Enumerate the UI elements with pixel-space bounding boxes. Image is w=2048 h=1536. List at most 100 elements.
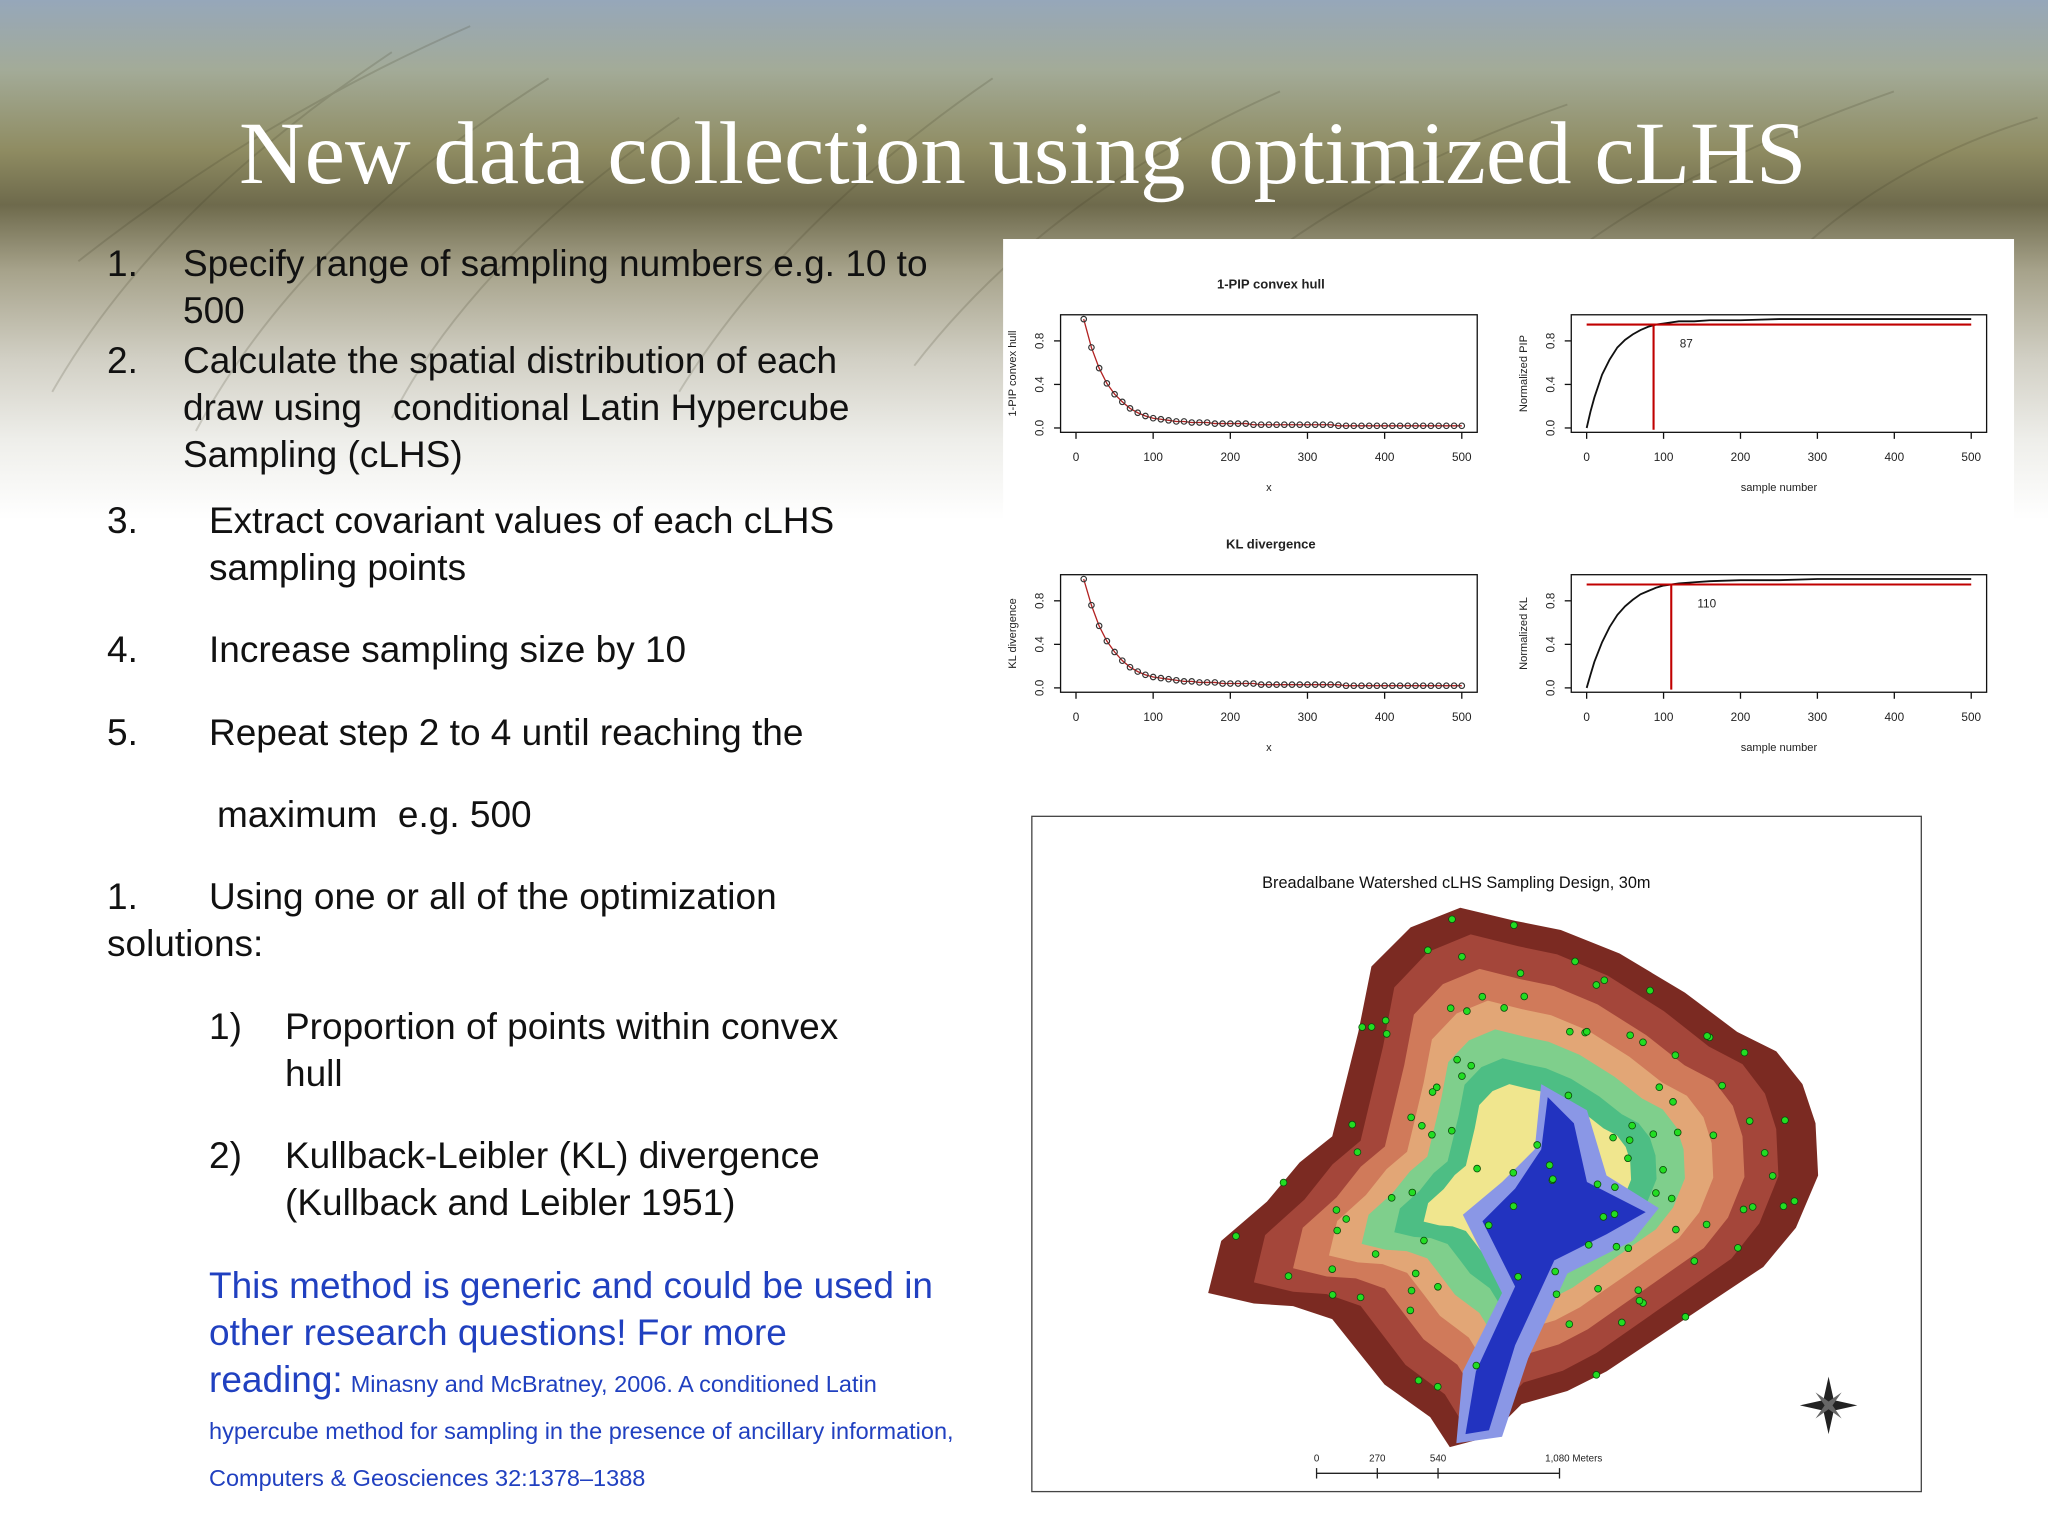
- data-point: [1088, 344, 1095, 351]
- plot-box: [1059, 314, 1478, 433]
- sample-point: [1458, 1072, 1466, 1080]
- sample-point: [1565, 1320, 1574, 1328]
- x-tick-label: 300: [1808, 451, 1828, 464]
- sample-point: [1702, 1220, 1711, 1229]
- sample-point: [1790, 1197, 1799, 1205]
- data-point: [1435, 682, 1442, 690]
- data-point: [1427, 422, 1435, 430]
- sample-point: [1348, 1120, 1357, 1129]
- data-point: [1335, 422, 1342, 430]
- data-point: [1350, 682, 1358, 690]
- sample-point: [1472, 1361, 1481, 1370]
- step-text: Specify range of sampling numbers e.g. 1…: [183, 243, 928, 331]
- data-point: [1304, 421, 1311, 429]
- data-point: [1450, 682, 1458, 690]
- data-point: [1242, 420, 1250, 427]
- step-continuation: maximum e.g. 500: [217, 794, 532, 835]
- data-point: [1435, 422, 1442, 430]
- compass-star: [1815, 1392, 1842, 1419]
- sample-point: [1408, 1188, 1417, 1197]
- data-point: [1288, 421, 1296, 429]
- sample-point: [1509, 1202, 1518, 1210]
- data-point: [1419, 422, 1427, 430]
- sample-point: [1381, 1016, 1390, 1025]
- sample-point: [1593, 1180, 1602, 1189]
- sample-point: [1681, 1313, 1690, 1321]
- sample-point: [1600, 976, 1609, 985]
- sample-point: [1571, 957, 1579, 966]
- data-point: [1419, 682, 1427, 690]
- x-tick-label: 400: [1885, 711, 1905, 724]
- y-axis-label: 1-PIP convex hull: [1007, 330, 1019, 416]
- data-point: [1134, 409, 1142, 417]
- sample-point: [1414, 1376, 1423, 1385]
- option-text: Proportion of points within convex hull: [285, 1006, 839, 1094]
- data-point: [1157, 674, 1165, 682]
- data-point: [1219, 680, 1226, 687]
- x-tick-label: 0: [1073, 451, 1080, 464]
- x-tick-label: 0: [1073, 711, 1080, 724]
- sample-point: [1671, 1051, 1680, 1060]
- data-point: [1234, 420, 1242, 427]
- sample-point: [1458, 952, 1466, 961]
- data-point: [1142, 671, 1149, 679]
- plot-box: [1570, 314, 1988, 433]
- data-point: [1234, 680, 1242, 687]
- data-point: [1257, 681, 1265, 688]
- data-point: [1381, 682, 1388, 690]
- data-point: [1458, 422, 1466, 430]
- sample-point: [1634, 1286, 1643, 1294]
- sample-point: [1779, 1202, 1788, 1210]
- data-point: [1188, 678, 1196, 685]
- sample-point: [1232, 1232, 1240, 1240]
- sample-point: [1328, 1291, 1337, 1299]
- x-tick-label: 100: [1654, 711, 1674, 724]
- sample-point: [1564, 1091, 1573, 1100]
- sample-point: [1659, 1165, 1667, 1174]
- data-point: [1118, 398, 1126, 406]
- y-axis-label: Normalized PIP: [1518, 335, 1530, 412]
- sample-point: [1639, 1038, 1647, 1047]
- sample-point: [1342, 1215, 1351, 1223]
- data-point: [1311, 421, 1319, 429]
- optimization: 1. Using one or all of the optimization s…: [107, 873, 867, 967]
- x-tick-label: 100: [1143, 711, 1163, 724]
- scale-label: 540: [1430, 1454, 1447, 1465]
- data-point: [1450, 422, 1458, 430]
- data-point: [1118, 657, 1126, 665]
- sample-point: [1428, 1130, 1436, 1139]
- data-point: [1196, 679, 1203, 686]
- data-point: [1088, 601, 1095, 609]
- data-point: [1296, 421, 1304, 429]
- data-point: [1080, 315, 1088, 323]
- compass: [1799, 1376, 1858, 1435]
- sample-point: [1734, 1244, 1742, 1252]
- data-point: [1196, 419, 1203, 426]
- step-text: Increase sampling size by 10: [209, 629, 687, 670]
- sample-point: [1703, 1032, 1711, 1040]
- plot-panel: [1003, 239, 2015, 771]
- y-tick-label: 0.0: [1034, 419, 1047, 436]
- data-point: [1389, 422, 1396, 430]
- x-tick-label: 0: [1583, 711, 1590, 724]
- sample-point: [1625, 1136, 1634, 1144]
- data-point: [1172, 676, 1180, 684]
- sample-point: [1594, 1284, 1602, 1293]
- sample-point: [1418, 1121, 1426, 1130]
- sample-point: [1690, 1257, 1699, 1265]
- curve: [1585, 578, 1972, 689]
- x-tick-label: 400: [1375, 711, 1395, 724]
- x-tick-label: 0: [1583, 451, 1590, 464]
- fit-line: [1083, 578, 1462, 687]
- sample-point: [1367, 1023, 1376, 1031]
- sample-point: [1745, 1117, 1754, 1125]
- note-text: This method is generic and could be used…: [209, 1265, 933, 1400]
- data-point: [1226, 420, 1234, 427]
- sample-point: [1382, 1030, 1391, 1038]
- sample-point: [1407, 1286, 1416, 1295]
- y-tick-label: 0.0: [1544, 419, 1557, 436]
- sample-point: [1447, 1126, 1456, 1135]
- data-point: [1458, 682, 1466, 690]
- data-point: [1165, 675, 1172, 683]
